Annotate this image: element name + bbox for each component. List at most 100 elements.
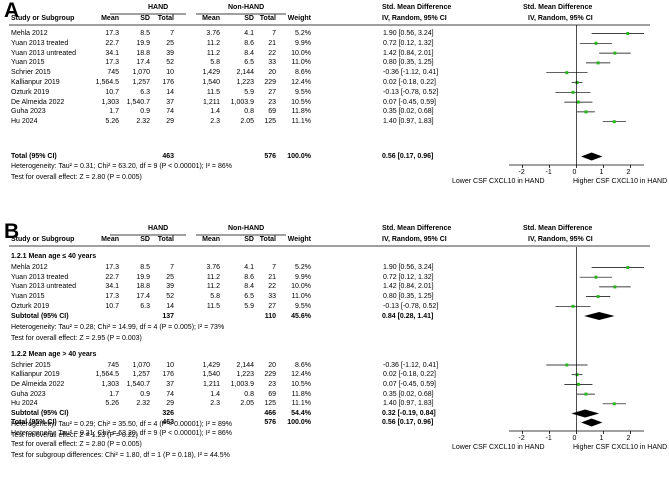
total-label: Total (95% CI) <box>11 153 57 160</box>
study-name: Mehla 2012 <box>11 264 48 271</box>
non-hand-sd: 1,003.9 <box>230 98 254 106</box>
hand-sd: 6.3 <box>140 88 150 96</box>
non-hand-total: 21 <box>268 273 276 281</box>
hand-mean: 1,303 <box>101 98 119 106</box>
ci-text: 0.02 [-0.18, 0.22] <box>383 371 436 379</box>
non-hand-sd: 2,144 <box>236 361 254 369</box>
non-hand-mean: 3.76 <box>206 264 220 271</box>
non-hand-sd: 1,223 <box>236 371 254 379</box>
non-hand-sd: 8.6 <box>244 39 254 47</box>
point-estimate <box>575 81 579 84</box>
ci-text: 1.42 [0.84, 2.01] <box>383 49 434 57</box>
non-hand-sd: 5.9 <box>244 302 254 310</box>
study-name: Yuan 2013 untreated <box>11 49 77 57</box>
column-header-sd: SD <box>140 236 150 243</box>
group-header-hand: HAND <box>148 4 169 11</box>
column-header-mean: Mean <box>202 236 220 243</box>
study-name: Kallianpur 2019 <box>11 79 60 86</box>
non-hand-sd: 2.05 <box>240 118 254 126</box>
x-tick-label: -2 <box>518 435 525 442</box>
non-hand-total: 229 <box>264 79 276 86</box>
non-hand-total: 125 <box>264 400 276 408</box>
hand-total: 14 <box>166 88 174 96</box>
hand-total: 74 <box>166 390 174 398</box>
ci-text: 0.02 [-0.18, 0.22] <box>383 79 436 86</box>
non-hand-mean: 1,211 <box>203 380 220 388</box>
non-hand-total: 7 <box>272 30 276 37</box>
weight: 8.6% <box>295 361 311 369</box>
non-hand-sd: 4.1 <box>244 264 254 271</box>
hand-total: 137 <box>162 312 174 320</box>
hand-total: 25 <box>166 273 174 281</box>
non-hand-mean: 1.4 <box>210 108 220 116</box>
column-header-weight: Weight <box>287 15 311 22</box>
point-estimate <box>571 90 575 94</box>
point-estimate <box>576 382 580 386</box>
hand-sd: 17.4 <box>136 293 150 301</box>
non-hand-mean: 1,429 <box>202 361 220 369</box>
study-name: Yuan 2015 <box>11 293 45 301</box>
x-axis-label-right: Higher CSF CXCL10 in HAND <box>573 444 668 451</box>
x-tick-label: -1 <box>545 169 552 176</box>
group-header-non-hand: Non-HAND <box>228 4 265 11</box>
hand-mean: 1,564.5 <box>95 371 119 379</box>
overall-effect-text: Test for overall effect: Z = 2.95 (P = 0… <box>11 334 142 342</box>
overall-effect-text: Test for overall effect: Z = 2.80 (P = 0… <box>11 441 142 448</box>
hand-mean: 5.26 <box>105 118 119 126</box>
non-hand-total: 125 <box>264 118 276 126</box>
weight: 45.6% <box>291 312 311 320</box>
ci-text: 0.35 [0.02, 0.68] <box>383 390 434 398</box>
hand-mean: 745 <box>107 361 119 369</box>
non-hand-mean: 1,429 <box>202 69 220 77</box>
hand-mean: 1,303 <box>101 380 119 388</box>
non-hand-sd: 8.6 <box>244 273 254 281</box>
non-hand-mean: 11.5 <box>206 302 220 310</box>
study-name: Yuan 2013 treated <box>11 39 69 47</box>
column-header-mean: Mean <box>101 15 119 22</box>
non-hand-total: 23 <box>268 98 276 106</box>
weight: 11.0% <box>291 59 311 67</box>
non-hand-mean: 1,211 <box>203 98 220 106</box>
hand-sd: 1,540.7 <box>126 98 150 106</box>
x-tick-label: 1 <box>599 435 604 442</box>
column-header-study: Study or Subgroup <box>11 15 75 22</box>
summary-diamond <box>571 409 600 418</box>
non-hand-total: 27 <box>268 88 276 96</box>
hand-total: 7 <box>170 30 174 37</box>
hand-sd: 19.9 <box>136 273 150 281</box>
panel-label: B <box>4 220 20 243</box>
non-hand-total: 20 <box>268 69 276 77</box>
subgroup-title: 1.2.2 Mean age > 40 years <box>11 350 97 358</box>
non-hand-mean: 2.3 <box>210 118 220 126</box>
study-name: Mehla 2012 <box>11 30 48 37</box>
hand-sd: 0.9 <box>140 108 150 116</box>
non-hand-mean: 11.2 <box>206 39 220 47</box>
hand-sd: 1,257 <box>132 79 150 86</box>
weight: 10.0% <box>291 49 311 57</box>
hand-mean: 5.26 <box>105 400 119 408</box>
weight: 11.1% <box>291 400 311 408</box>
column-header-total: Total <box>259 15 276 22</box>
hand-total: 7 <box>170 264 174 271</box>
summary-diamond <box>581 418 603 427</box>
non-hand-total: 69 <box>268 108 276 116</box>
column-header-mean: Mean <box>202 15 220 22</box>
study-name: Ozturk 2019 <box>11 302 50 310</box>
non-hand-sd: 2,144 <box>236 69 254 77</box>
heterogeneity-text: Heterogeneity: Tau² = 0.29; Chi² = 35.50… <box>11 421 232 428</box>
hand-mean: 22.7 <box>105 39 119 47</box>
ci-text: 0.07 [-0.45, 0.59] <box>383 380 436 388</box>
non-hand-total: 27 <box>268 302 276 310</box>
ci-text: 0.72 [0.12, 1.32] <box>383 273 434 281</box>
overall-effect-text: Test for overall effect: Z = 2.80 (P = 0… <box>11 174 142 181</box>
x-tick-label: 1 <box>599 169 604 176</box>
plot-effect-header: Std. Mean Difference <box>523 4 593 11</box>
hand-mean: 17.3 <box>105 264 119 271</box>
hand-sd: 1,070 <box>132 69 150 77</box>
ci-text: 0.72 [0.12, 1.32] <box>383 39 434 47</box>
hand-total: 52 <box>166 293 174 301</box>
study-name: Guha 2023 <box>11 390 46 398</box>
study-name: De Almeida 2022 <box>11 98 65 106</box>
non-hand-total: 23 <box>268 380 276 388</box>
study-name: Kallianpur 2019 <box>11 371 60 379</box>
